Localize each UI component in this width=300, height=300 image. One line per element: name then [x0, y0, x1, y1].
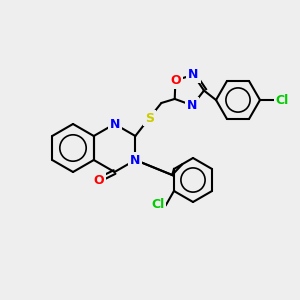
Text: O: O — [93, 173, 104, 187]
Text: O: O — [170, 74, 181, 87]
Text: N: N — [130, 154, 140, 166]
Text: Cl: Cl — [275, 94, 289, 106]
Text: N: N — [110, 118, 120, 130]
Text: S: S — [145, 112, 154, 124]
Text: N: N — [188, 68, 199, 82]
Text: Cl: Cl — [151, 199, 165, 212]
Text: N: N — [187, 99, 198, 112]
